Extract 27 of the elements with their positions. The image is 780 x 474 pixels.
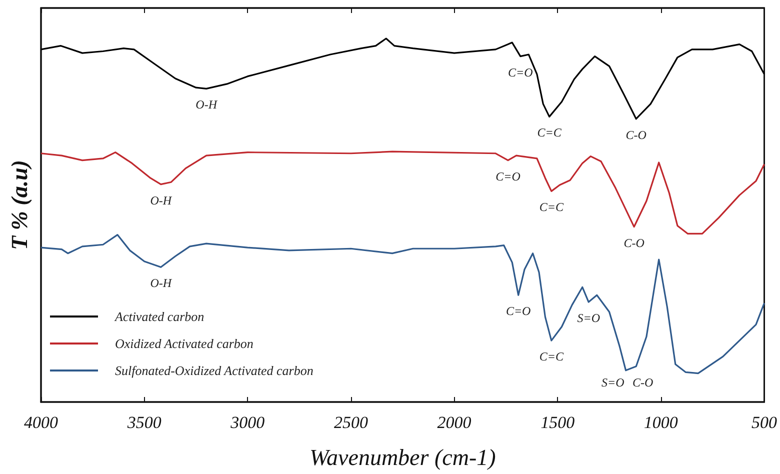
annotation: C=O (506, 304, 532, 318)
legend-label: Oxidized Activated carbon (115, 336, 254, 351)
annotation: S=O (601, 375, 625, 390)
x-tick-label: 500 (752, 413, 778, 432)
x-tick-label: 1500 (540, 413, 576, 432)
y-axis-title: T % (a.u) (7, 160, 32, 250)
annotation: C=C (539, 350, 564, 364)
x-tick-label: 1000 (644, 413, 678, 432)
annotation: C-O (626, 128, 647, 142)
annotation: O-H (196, 98, 218, 112)
annotation: O-H (150, 276, 173, 290)
x-tick-label: 3500 (126, 413, 162, 432)
annotation: C=C (537, 126, 562, 140)
legend-label: Sulfonated-Oxidized Activated carbon (115, 363, 314, 378)
annotation: C=O (508, 65, 534, 80)
legend-label: Activated carbon (114, 309, 204, 324)
x-tick-label: 4000 (24, 413, 58, 432)
annotation: C=O (496, 169, 521, 184)
x-tick-label: 2000 (437, 413, 472, 432)
annotation: C-O (624, 236, 645, 250)
x-tick-label: 2500 (334, 413, 368, 432)
annotation: C-O (632, 375, 654, 390)
x-tick-label: 3000 (230, 413, 266, 432)
annotation: C=C (539, 200, 564, 214)
annotation: O-H (150, 193, 173, 208)
annotation: S=O (577, 311, 600, 326)
x-axis-title: Wavenumber (cm-1) (309, 445, 496, 470)
